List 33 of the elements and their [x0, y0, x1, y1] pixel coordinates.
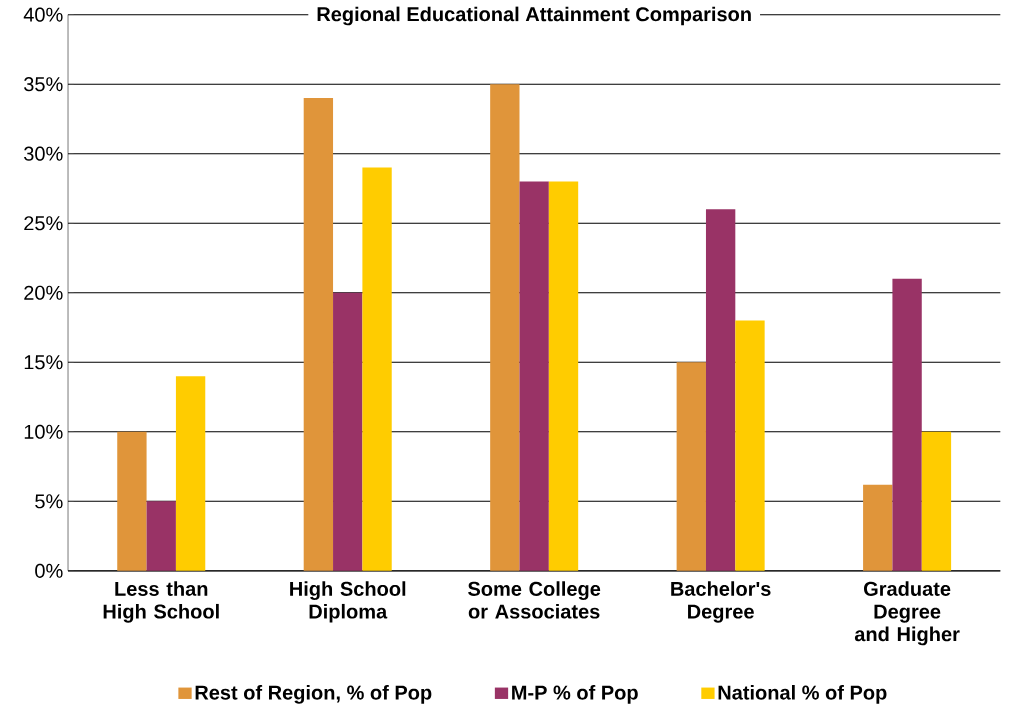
- bar: [676, 362, 706, 571]
- bar: [175, 376, 206, 571]
- x-tick-label: Graduate Degree and Higher: [854, 581, 960, 646]
- x-tick-label: High School Diploma: [290, 581, 406, 623]
- y-tick-label: 40%: [23, 7, 63, 22]
- y-tick-label: 5%: [35, 494, 63, 509]
- y-tick-label: 15%: [24, 355, 63, 370]
- bar: [548, 181, 579, 571]
- bar: [333, 292, 363, 571]
- y-tick-label: 30%: [24, 146, 63, 161]
- y-tick-label: 20%: [24, 285, 63, 300]
- x-tick-label: Less than High School: [103, 581, 219, 623]
- legend-label: National % of Pop: [718, 684, 887, 704]
- bar: [735, 320, 765, 571]
- bar: [863, 484, 893, 571]
- bar: [490, 84, 520, 571]
- bar: [146, 501, 176, 571]
- bar: [519, 181, 549, 571]
- legend-label: M-P % of Pop: [512, 684, 638, 704]
- x-tick-label: Some College or Associates: [468, 581, 601, 619]
- x-tick-label: Bachelor's Degree: [671, 581, 771, 623]
- y-tick-label: 10%: [24, 424, 63, 439]
- legend-label: Rest of Region, % of Pop: [195, 684, 432, 704]
- bar: [892, 278, 922, 571]
- bar: [362, 167, 392, 571]
- bar: [303, 97, 334, 571]
- bar: [117, 431, 147, 571]
- bar: [921, 431, 952, 571]
- y-tick-label: 0%: [35, 563, 63, 578]
- chart-title: Regional Educational Attainment Comparison: [317, 6, 751, 26]
- y-tick-label: 35%: [24, 76, 63, 92]
- bar: [705, 209, 736, 571]
- y-tick-label: 25%: [24, 216, 63, 231]
